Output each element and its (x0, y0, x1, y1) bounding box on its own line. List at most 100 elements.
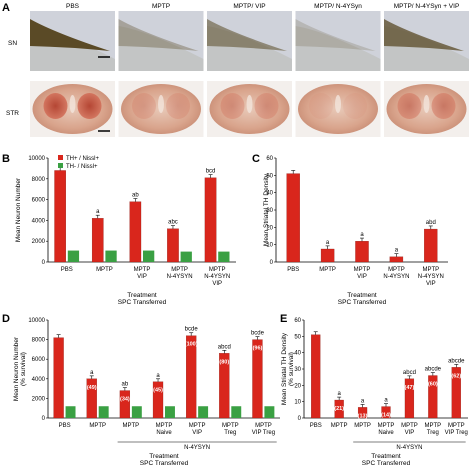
bar (98, 406, 109, 418)
category-label: N-4YSYN (204, 274, 230, 280)
significance-label: a (384, 398, 388, 404)
category-label: MPTP (222, 423, 239, 429)
y-axis-label: Mean Striatal TH Density (281, 332, 288, 405)
bar (65, 406, 76, 418)
category-label: N-4YSYN (383, 274, 409, 280)
y-tick-label: 30 (266, 208, 273, 214)
category-label: MPTP (354, 423, 371, 429)
category-label: VIP Treg (445, 430, 468, 436)
significance-label: a (96, 209, 100, 215)
bar (218, 251, 230, 262)
category-label: MPTP (448, 423, 465, 429)
y-tick-label: 10000 (28, 318, 45, 324)
row-label-sn: SN (8, 40, 17, 47)
bar-percent-label: (96) (253, 346, 263, 352)
significance-label: bcde (251, 331, 265, 337)
str-section (118, 81, 204, 137)
y-tick-label: 8000 (32, 338, 46, 344)
y-tick-label: 50 (266, 173, 273, 179)
panel-b-chart: B 0 2000 4000 6000 8000 10000 Mean Neuron Numbe… (2, 153, 236, 306)
panel-letter: B (2, 153, 10, 165)
category-label: MPTP (156, 423, 173, 429)
y-tick-label: 10 (294, 400, 301, 406)
category-label: VIP (426, 281, 436, 287)
category-label: PBS (287, 267, 299, 273)
bar (167, 228, 179, 263)
legend-label: TH- / Nissl+ (66, 164, 98, 170)
y-tick-label: 40 (294, 351, 301, 357)
significance-label: a (337, 391, 341, 397)
panel-letter: C (252, 153, 260, 165)
category-label: MPTP (319, 267, 336, 273)
column-label: MPTP/ VIP (233, 3, 265, 10)
str-section (384, 81, 469, 137)
category-label: VIP (405, 430, 415, 436)
significance-label: a (360, 232, 364, 238)
bar (264, 406, 275, 418)
category-label: Naive (156, 430, 172, 436)
bar (320, 248, 335, 263)
category-label: MPTP (401, 423, 418, 429)
group-bracket-label: N-4YSYN (396, 445, 422, 451)
category-label: VIP (137, 274, 147, 280)
significance-label: a (395, 248, 399, 254)
bar (131, 406, 142, 418)
column-label: MPTP/ N-4YSyn + VIP (394, 3, 460, 10)
category-label: MPTP (425, 423, 442, 429)
significance-label: bcd (206, 169, 216, 175)
y-axis-label: Mean Striatal TH Density (263, 173, 270, 246)
bar-percent-label: (80) (219, 359, 229, 365)
y-axis-label: (% survival) (20, 352, 27, 386)
y-tick-label: 60 (266, 156, 273, 162)
y-tick-label: 0 (42, 260, 46, 266)
y-tick-label: 0 (270, 260, 274, 266)
significance-label: a (156, 373, 160, 379)
x-axis-label: Treatment (371, 453, 401, 460)
significance-label: abc (168, 220, 178, 226)
significance-label: a (90, 370, 94, 376)
significance-label: ab (132, 193, 139, 199)
row-label-str: STR (6, 110, 19, 117)
str-section (295, 81, 381, 137)
bar (424, 228, 438, 263)
bar-percent-label: (34) (120, 397, 130, 403)
bar (53, 337, 64, 419)
significance-label: bcde (185, 327, 199, 333)
y-axis-label: Mean Neuron Number (15, 177, 22, 242)
category-label: MPTP (354, 267, 371, 273)
y-tick-label: 4000 (32, 377, 46, 383)
y-tick-label: 0 (298, 416, 302, 422)
bar (143, 250, 155, 262)
bar-percent-label: (45) (153, 388, 163, 394)
bar (355, 241, 369, 263)
sn-micrograph (118, 11, 204, 71)
category-label: MPTP (134, 267, 151, 273)
bar (198, 406, 209, 418)
str-section (30, 81, 115, 137)
column-label: MPTP/ N-4YSyn (314, 3, 362, 10)
category-label: VIP (192, 430, 202, 436)
sn-micrograph (384, 11, 469, 71)
x-axis-label: Treatment (127, 292, 157, 299)
category-label: MPTP (189, 423, 206, 429)
legend-swatch (58, 155, 63, 160)
category-label: MPTP (422, 267, 439, 273)
bar (129, 201, 142, 263)
x-axis-label: Treatment (347, 292, 377, 299)
y-tick-label: 4000 (32, 218, 46, 224)
y-axis-label: Mean Neuron Number (13, 336, 20, 401)
category-label: PBS (310, 423, 322, 429)
column-label: PBS (66, 3, 80, 10)
bar (389, 256, 404, 263)
significance-label: abcd (218, 344, 231, 350)
bar (180, 251, 192, 262)
x-axis-label: SPC Transferred (362, 460, 411, 467)
bar-percent-label: (62) (451, 373, 461, 379)
y-tick-label: 30 (294, 367, 301, 373)
bar-percent-label: (49) (87, 385, 97, 391)
y-tick-label: 10 (266, 243, 273, 249)
significance-label: abcde (425, 367, 442, 373)
y-tick-label: 10000 (28, 156, 45, 162)
panel-a-letter: A (2, 2, 10, 14)
category-label: MPTP (209, 267, 226, 273)
